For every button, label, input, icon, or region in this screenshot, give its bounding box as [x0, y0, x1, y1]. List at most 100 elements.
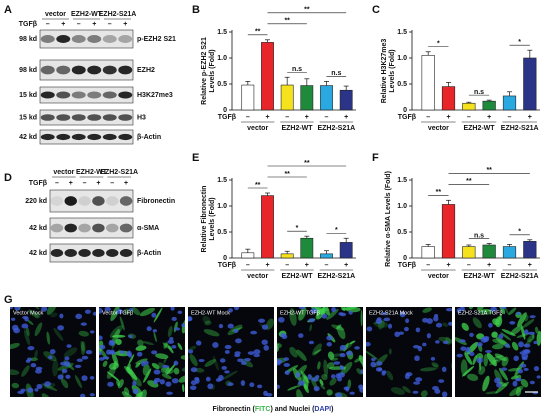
nucleus — [167, 339, 175, 344]
significance-label: * — [437, 41, 440, 48]
nucleus — [57, 325, 65, 331]
bar — [300, 85, 314, 111]
y-tick-label: 1.0 — [217, 55, 227, 62]
group-label: EZH2-WT — [463, 273, 495, 280]
fibronectin-signal — [80, 340, 85, 352]
nucleus — [207, 383, 214, 390]
blot-band — [50, 223, 64, 233]
image-content — [366, 307, 452, 397]
nucleus — [34, 388, 39, 392]
y-tick-label: 0.5 — [397, 229, 407, 236]
image-content — [277, 307, 363, 397]
blot-strip — [39, 86, 134, 104]
fibronectin-signal — [494, 369, 503, 385]
x-tick-label: – — [325, 114, 329, 121]
blot-band — [102, 65, 117, 75]
micrograph: Vector Mock — [10, 307, 96, 397]
blot-band — [40, 35, 55, 43]
nucleus — [181, 323, 185, 328]
y-tick-label: 0 — [223, 255, 227, 262]
caption-part: ) and Nuclei ( — [270, 406, 315, 413]
nucleus — [310, 308, 318, 314]
nucleus — [509, 320, 516, 325]
molecular-weight: 42 kd — [29, 225, 47, 232]
nucleus — [339, 352, 346, 358]
nucleus — [65, 374, 71, 379]
bar — [441, 204, 456, 259]
bar — [462, 102, 476, 111]
nucleus — [345, 350, 353, 356]
nucleus — [313, 385, 320, 392]
group-label: vector — [247, 125, 268, 132]
micrograph: EZH2-S21A TGFβ — [455, 307, 541, 397]
nucleus — [36, 383, 43, 390]
fibronectin-signal — [317, 361, 321, 370]
nucleus — [171, 345, 177, 349]
nucleus — [174, 327, 181, 331]
fibronectin-signal — [508, 307, 517, 316]
y-tick-label: 0.5 — [217, 81, 227, 88]
nucleus — [144, 360, 149, 365]
nucleus — [315, 375, 320, 379]
y-tick-label: 0 — [223, 107, 227, 114]
molecular-weight: 15 kd — [19, 92, 37, 99]
nucleus — [11, 317, 16, 321]
blot-band — [40, 114, 55, 121]
bar — [241, 252, 255, 259]
fibronectin-signal — [222, 370, 238, 380]
blot-band — [40, 65, 55, 75]
group-label: vector — [428, 125, 449, 132]
nucleus — [504, 343, 510, 348]
image-label: EZH2-S21A Mock — [369, 310, 413, 316]
treatment-sign: – — [55, 180, 59, 187]
nucleus — [146, 326, 152, 332]
nucleus — [10, 307, 13, 310]
nucleus — [171, 378, 179, 384]
blot-strip — [49, 217, 134, 239]
bar — [421, 246, 435, 259]
nucleus — [469, 351, 475, 357]
nucleus — [132, 388, 139, 395]
nucleus — [258, 318, 266, 323]
fibronectin-signal — [303, 383, 309, 394]
image-label: EZH2-WT TGFβ — [280, 310, 320, 316]
image-label: EZH2-WT Mock — [191, 310, 230, 316]
nucleus — [340, 312, 347, 317]
caption: Fibronectin (FITC) and Nuclei (DAPI) — [213, 406, 334, 413]
blot-band — [56, 65, 71, 75]
treatment-sign: + — [123, 21, 127, 28]
fibronectin-signal — [127, 363, 131, 370]
nucleus — [219, 358, 226, 363]
treatment-label: TGFβ — [218, 114, 237, 121]
blot-band — [119, 196, 133, 206]
fibronectin-signal — [186, 348, 189, 356]
nucleus — [422, 342, 427, 347]
blot-band — [56, 114, 71, 121]
y-tick-label: 0.5 — [217, 229, 227, 236]
group-label: EZH2-S21A — [501, 125, 539, 132]
nucleus — [253, 353, 261, 358]
nucleus — [89, 393, 95, 397]
nucleus — [129, 308, 134, 312]
nucleus — [490, 307, 497, 312]
bar — [462, 246, 476, 259]
nucleus — [459, 307, 466, 311]
y-axis-label: Relative Fibronectin — [201, 186, 208, 253]
nucleus — [376, 361, 383, 366]
nucleus — [331, 374, 336, 379]
bar — [320, 253, 333, 259]
nucleus — [235, 338, 242, 344]
blot-band — [56, 35, 71, 43]
fibronectin-signal — [108, 362, 119, 370]
nucleus — [212, 341, 219, 348]
fibronectin-signal — [335, 324, 342, 330]
fibronectin-signal — [326, 389, 333, 396]
fibronectin-signal — [536, 330, 541, 346]
y-axis-label: Levels (Fold) — [209, 197, 216, 240]
nucleus — [92, 311, 96, 316]
x-tick-label: – — [285, 114, 289, 121]
nucleus — [89, 375, 95, 380]
nucleus — [405, 372, 413, 377]
treatment-label: TGFβ — [218, 262, 237, 269]
nucleus — [308, 318, 316, 323]
